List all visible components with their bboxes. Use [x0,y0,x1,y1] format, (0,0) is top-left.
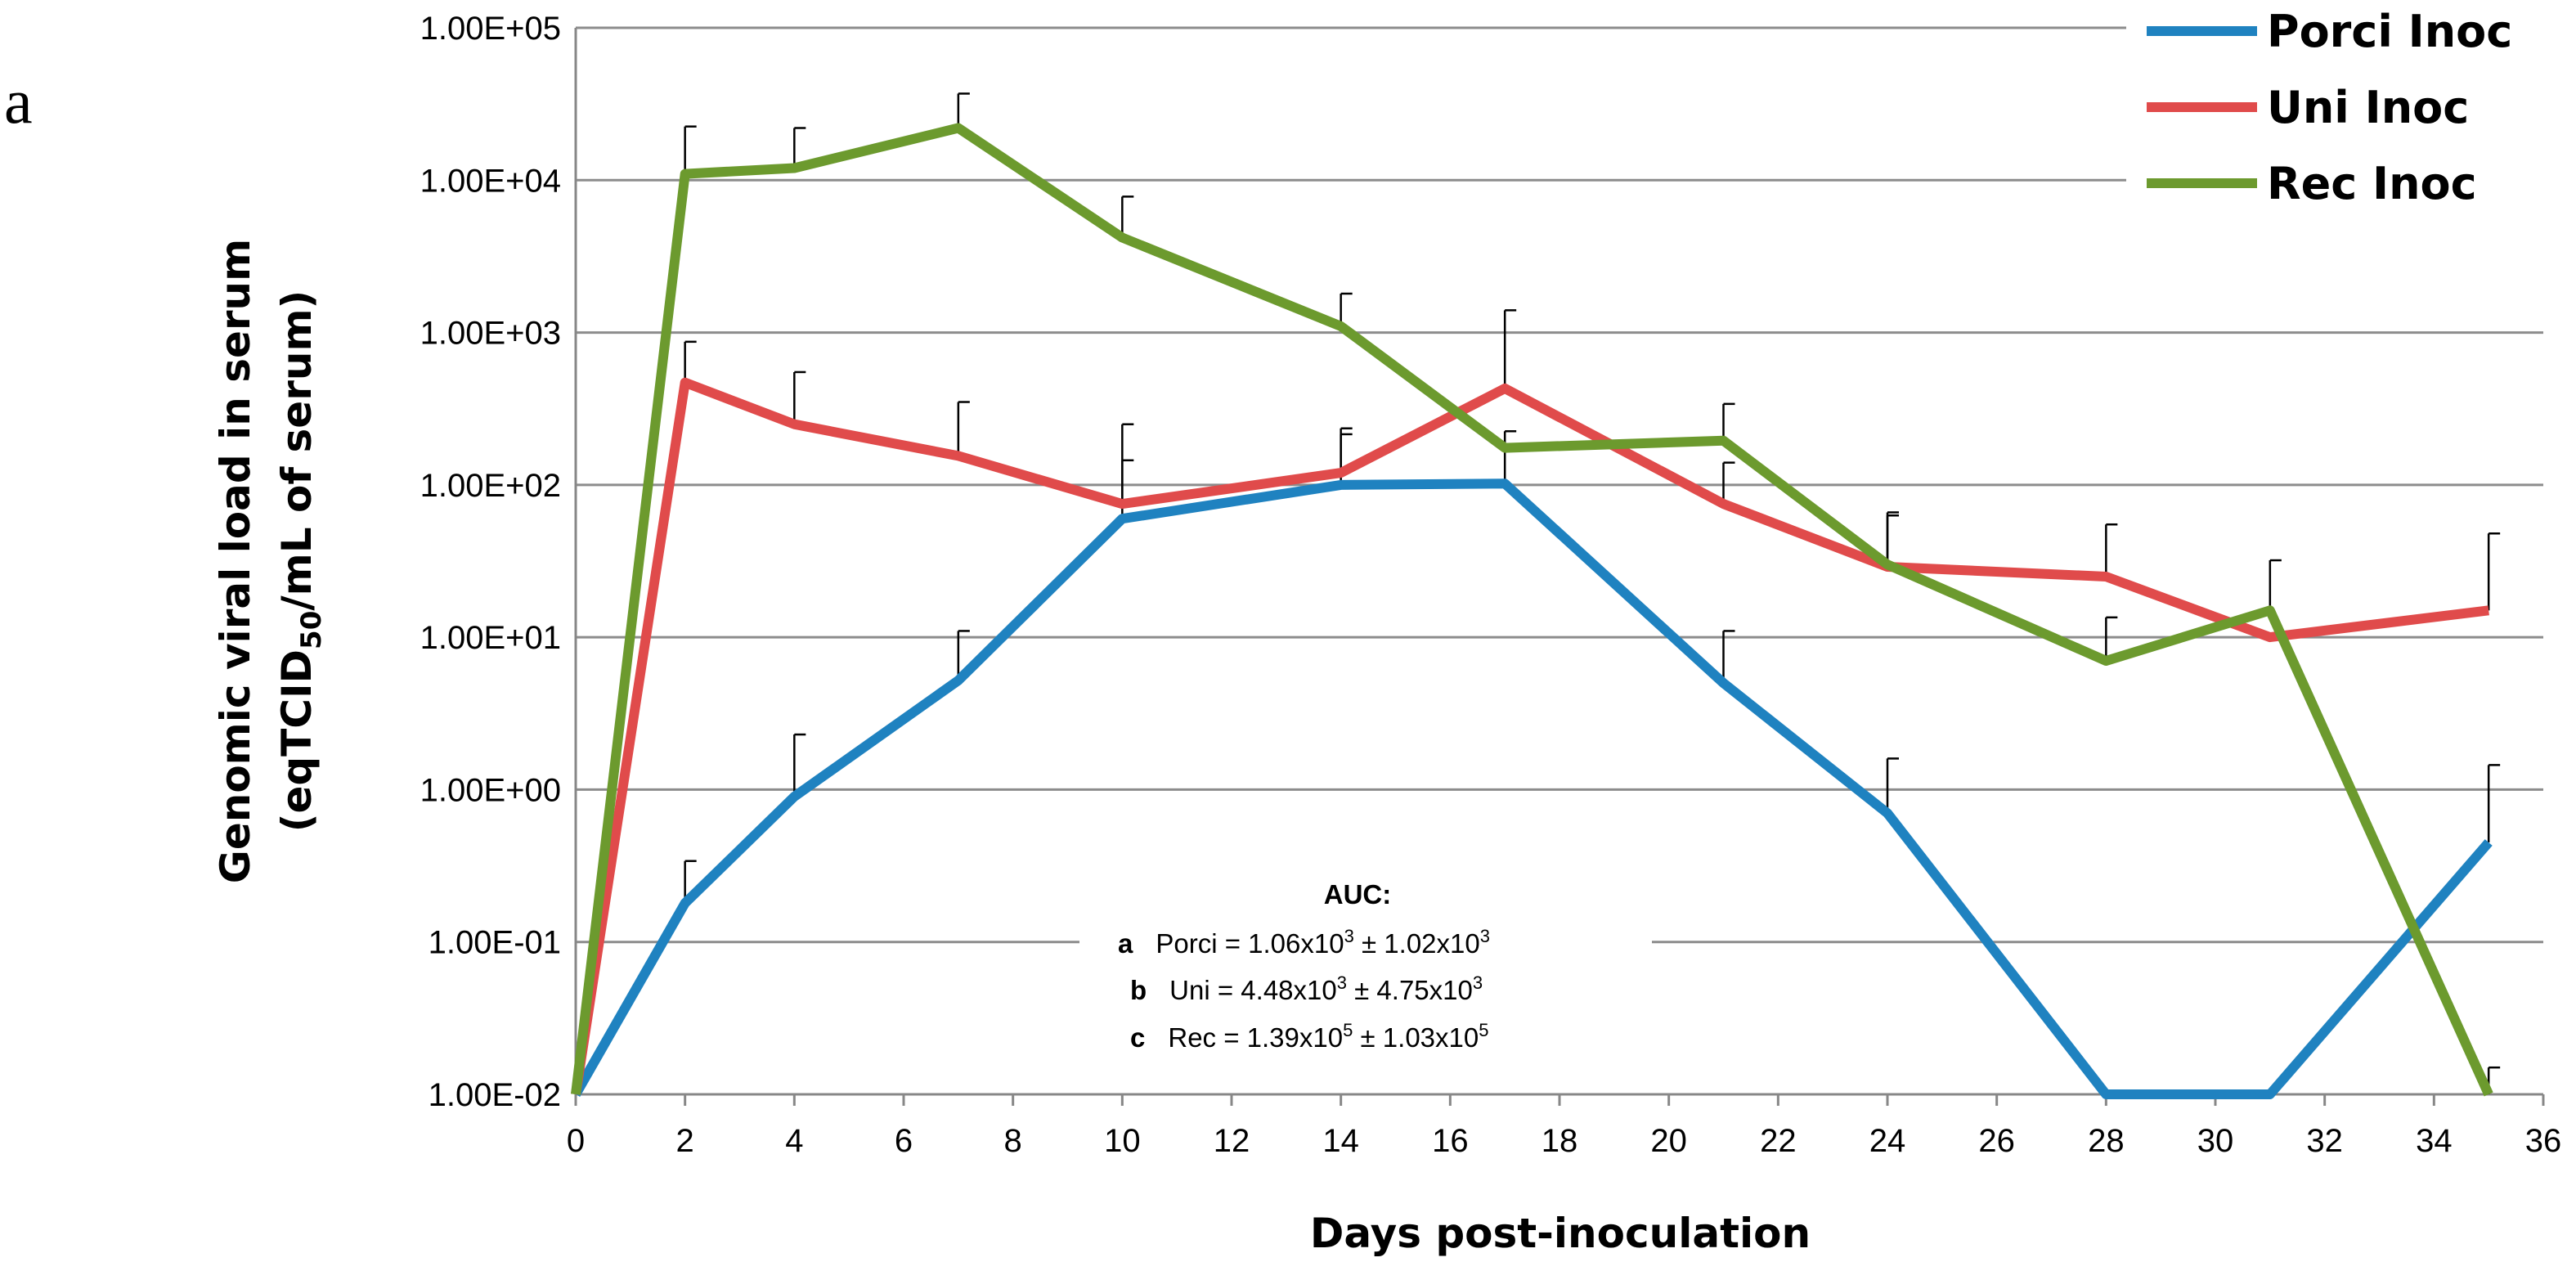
legend-label-uni-inoc: Uni Inoc [2267,82,2469,133]
auc-letter-a: a [1118,928,1133,959]
x-tick-label-14: 28 [2088,1123,2125,1159]
series-line-porci-inoc [571,478,2493,1099]
x-tick-label-1: 2 [676,1123,694,1159]
y-tick-labels: 1.00E-02 1.00E-01 1.00E+00 1.00E+01 1.00E+02… [420,11,561,1113]
y-tick-label-1: 1.00E-01 [429,925,561,961]
series-lines [571,123,2493,1099]
y-tick-label-5: 1.00E+03 [420,316,561,352]
x-tick-label-18: 36 [2525,1123,2562,1159]
y-axis-title-post: /mL of serum) [273,290,321,611]
y-axis-title-line2: (eqTCID50/mL of serum) [273,290,328,833]
x-axis-title: Days post-inoculation [1310,1210,1811,1257]
auc-letter-b: b [1130,975,1147,1005]
x-tick-label-11: 22 [1760,1123,1797,1159]
series-line-rec-inoc [571,123,2493,1097]
auc-title: AUC: [1324,879,1391,909]
y-tick-label-6: 1.00E+04 [420,163,561,199]
x-tick-label-3: 6 [895,1123,913,1159]
x-tick-label-10: 20 [1650,1123,1687,1159]
error-bars [684,92,2501,1094]
auc-annotation: AUC: a Porci = 1.06x103 ± 1.02x103 b Uni =… [1079,867,1652,1067]
panel-label: a [4,65,33,137]
auc-line-c: c Rec = 1.39x105 ± 1.03x105 [1130,1020,1488,1053]
x-tick-label-6: 12 [1214,1123,1250,1159]
y-axis-title: Genomic viral load in serum (eqTCID50/mL… [212,239,328,883]
x-tick-label-0: 0 [567,1123,585,1159]
auc-line-b: b Uni = 4.48x103 ± 4.75x103 [1130,972,1483,1005]
gridlines [576,26,2543,944]
auc-line-a: a Porci = 1.06x103 ± 1.02x103 [1118,926,1490,959]
x-tick-label-4: 8 [1004,1123,1022,1159]
y-tick-label-0: 1.00E-02 [429,1077,561,1113]
x-tick-label-15: 30 [2197,1123,2234,1159]
x-tick-labels: 0 2 4 6 8 10 12 14 16 18 20 22 24 26 28 30 32 34 36 [567,1123,2561,1159]
x-tick-label-7: 14 [1322,1123,1359,1159]
y-axis-title-pre: (eqTCID [273,649,321,832]
y-tick-label-3: 1.00E+01 [420,620,561,656]
legend-label-porci-inoc: Porci Inoc [2267,6,2512,57]
legend-label-rec-inoc: Rec Inoc [2267,158,2477,209]
y-tick-label-4: 1.00E+02 [420,468,561,504]
x-tick-label-5: 10 [1104,1123,1141,1159]
x-tick-label-12: 24 [1869,1123,1906,1159]
y-axis-title-sub: 50 [295,611,328,649]
y-axis-title-line1: Genomic viral load in serum [212,239,259,883]
y-tick-label-2: 1.00E+00 [420,772,561,808]
auc-annotation-bg [1079,867,1652,1067]
x-tick-label-2: 4 [785,1123,803,1159]
x-tick-label-13: 26 [1978,1123,2015,1159]
x-tick-label-9: 18 [1542,1123,1578,1159]
auc-letter-c: c [1130,1022,1145,1053]
x-tick-label-17: 34 [2416,1123,2453,1159]
series-line-uni-inoc [571,377,2489,1095]
legend: Porci Inoc Uni Inoc Rec Inoc [2126,0,2576,214]
x-tick-label-8: 16 [1432,1123,1469,1159]
x-tick-label-16: 32 [2306,1123,2343,1159]
y-tick-label-7: 1.00E+05 [420,11,561,47]
